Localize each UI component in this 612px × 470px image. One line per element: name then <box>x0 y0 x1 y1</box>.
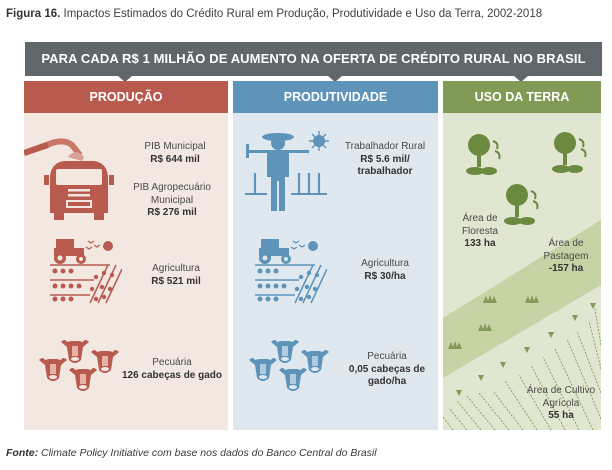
header-producao: PRODUÇÃO <box>24 81 228 113</box>
cattle-icon <box>39 340 119 391</box>
item-area-cultivo: Área de Cultivo Agrícola 55 ha <box>526 385 596 421</box>
item-area-pastagem: Área de Pastagem -157 ha <box>543 238 589 274</box>
header-uso-terra: USO DA TERRA <box>443 81 601 113</box>
cattle-icon <box>249 340 329 391</box>
source-text: Climate Policy Initiative com base nos d… <box>41 447 377 459</box>
item-pib-municipal: PIB Municipal R$ 644 mil <box>144 141 206 165</box>
source-note: Fonte: Climate Policy Initiative com bas… <box>6 447 377 459</box>
banner-pointer <box>118 76 132 82</box>
header-produtividade: PRODUTIVIDADE <box>233 81 438 113</box>
tractor-field-icon <box>50 239 122 304</box>
item-pecuaria: Pecuária 126 cabeças de gado <box>121 357 223 381</box>
banner: PARA CADA R$ 1 MILHÃO DE AUMENTO NA OFER… <box>25 42 602 76</box>
item-pecuaria-produtividade: Pecuária 0,05 cabeças de gado/ha <box>348 351 426 387</box>
item-area-floresta: Área de Floresta 133 ha <box>461 213 499 249</box>
item-agricultura: Agricultura R$ 521 mil <box>151 263 201 287</box>
truck-icon <box>24 138 114 220</box>
figure-title-text: Impactos Estimados do Crédito Rural em P… <box>63 8 543 20</box>
land-use-map <box>443 132 601 430</box>
figure-title: Figura 16. Impactos Estimados do Crédito… <box>6 8 542 20</box>
farmer-icon <box>245 131 329 211</box>
panel-producao: PIB Municipal R$ 644 mil PIB Agropecuári… <box>24 113 228 430</box>
item-pib-agropecuario: PIB Agropecuário Municipal R$ 276 mil <box>133 182 211 218</box>
source-label: Fonte: <box>6 447 39 459</box>
figure-label: Figura 16. <box>6 8 61 20</box>
tractor-field-icon <box>255 239 327 304</box>
item-trabalhador-rural: Trabalhador Rural R$ 5.6 mil/ trabalhado… <box>344 141 426 177</box>
panel-uso-terra: Área de Floresta 133 ha Área de Pastagem… <box>443 113 601 430</box>
banner-pointer <box>514 76 528 82</box>
banner-pointer <box>328 76 342 82</box>
panel-produtividade: Trabalhador Rural R$ 5.6 mil/ trabalhado… <box>233 113 438 430</box>
item-agricultura-produtividade: Agricultura R$ 30/ha <box>361 258 409 282</box>
